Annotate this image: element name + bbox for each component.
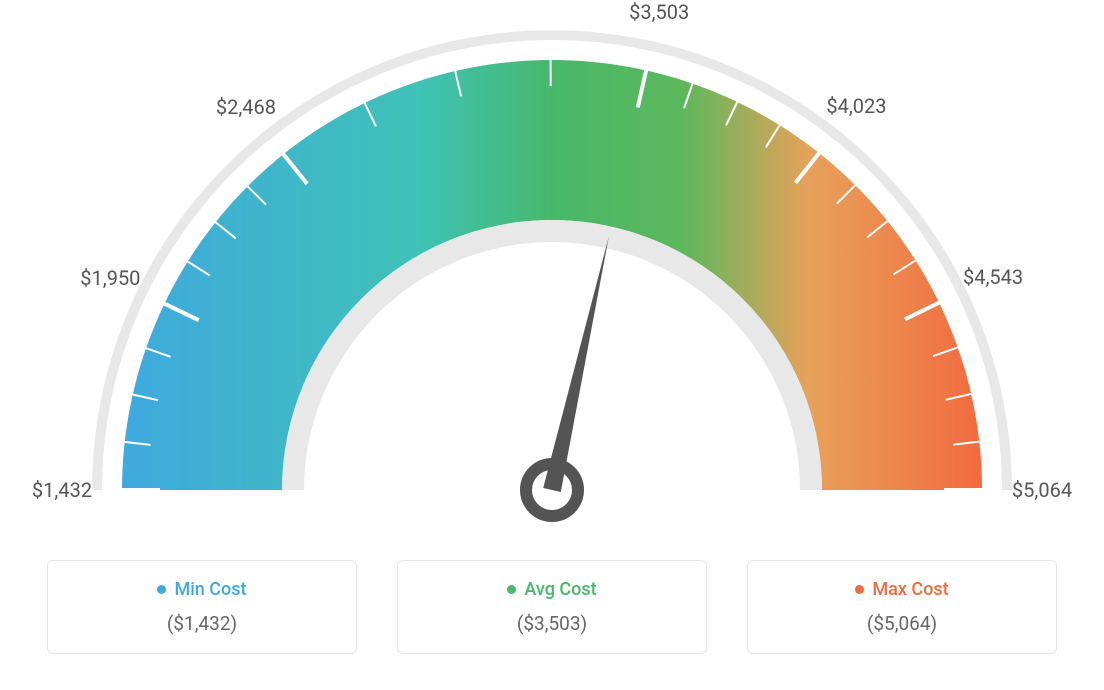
gauge-chart: $1,432$1,950$2,468$3,503$4,023$4,543$5,0… bbox=[20, 20, 1084, 520]
legend-card-avg: Avg Cost ($3,503) bbox=[397, 560, 707, 654]
legend-title-text: Avg Cost bbox=[524, 579, 596, 600]
gauge-tick-label: $3,503 bbox=[629, 0, 689, 24]
gauge-tick-label: $5,064 bbox=[1012, 478, 1072, 502]
gauge-tick-label: $4,023 bbox=[826, 94, 886, 118]
legend-row: Min Cost ($1,432) Avg Cost ($3,503) Max … bbox=[20, 560, 1084, 654]
legend-title-text: Max Cost bbox=[872, 579, 948, 600]
legend-title: Avg Cost bbox=[507, 579, 596, 600]
gauge-arc bbox=[122, 60, 982, 490]
legend-dot-icon bbox=[157, 585, 166, 594]
legend-title: Min Cost bbox=[157, 579, 246, 600]
legend-dot-icon bbox=[507, 585, 516, 594]
legend-value: ($5,064) bbox=[768, 612, 1036, 635]
legend-card-min: Min Cost ($1,432) bbox=[47, 560, 357, 654]
gauge-tick-label: $1,950 bbox=[80, 266, 140, 290]
gauge-tick-label: $2,468 bbox=[216, 95, 276, 119]
legend-title-text: Min Cost bbox=[174, 579, 246, 600]
gauge-tick-label: $1,432 bbox=[32, 478, 92, 502]
legend-value: ($3,503) bbox=[418, 612, 686, 635]
legend-card-max: Max Cost ($5,064) bbox=[747, 560, 1057, 654]
gauge-svg bbox=[20, 20, 1084, 540]
legend-dot-icon bbox=[855, 585, 864, 594]
gauge-tick-label: $4,543 bbox=[963, 265, 1023, 289]
gauge-needle bbox=[543, 236, 609, 492]
legend-value: ($1,432) bbox=[68, 612, 336, 635]
legend-title: Max Cost bbox=[855, 579, 948, 600]
